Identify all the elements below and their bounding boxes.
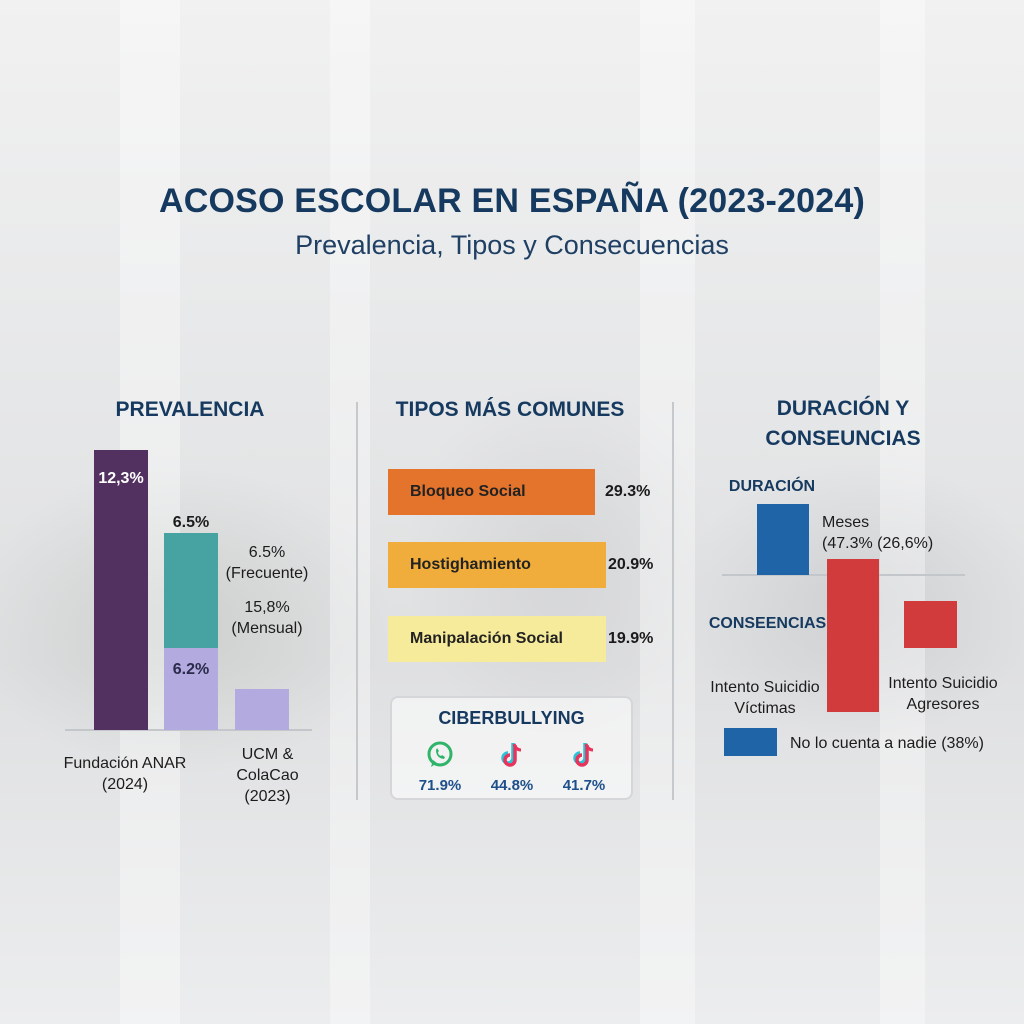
cyber-item-tiktok-2: 41.7% [554, 740, 614, 794]
bar-label-anar: 12,3% [98, 470, 144, 487]
cyberbullying-card: CIBERBULLYING 71.9% 44.8% 41.7% [390, 696, 633, 800]
source-ucm: UCM & ColaCao (2023) [236, 746, 299, 805]
tiktok-icon [501, 743, 522, 767]
whatsapp-icon [427, 741, 453, 767]
duration-label: DURACIÓN [728, 478, 816, 495]
cyberbullying-heading: CIBERBULLYING [438, 708, 585, 728]
prevalence-chart [65, 729, 312, 731]
consequences-label: CONSEENCIAS [708, 615, 827, 632]
bar-label-ucm-bottom: 6.2% [172, 661, 210, 678]
types-heading: TIPOS MÁS COMUNES [395, 398, 625, 421]
bar-label-ucm-top: 6.5% [172, 514, 210, 531]
section-divider [356, 402, 358, 800]
section-divider [672, 402, 674, 800]
bar-ucm-frequent [164, 533, 218, 648]
bar-suicide-aggressors [904, 601, 957, 648]
victims-label: Intento Suicidio Víctimas [710, 679, 820, 717]
legend-swatch [724, 728, 777, 756]
type-value-hostigamiento: 20.9% [608, 556, 654, 573]
bar-small [235, 689, 289, 730]
cyber-item-tiktok-1: 44.8% [482, 740, 542, 794]
annotation-frequent: 6.5% (Frecuente) [225, 544, 309, 582]
type-bar-bloqueo: Bloqueo Social [388, 469, 595, 515]
cyber-value-whatsapp: 71.9% [418, 777, 462, 794]
legend-text: No lo cuenta a nadie (38%) [790, 735, 984, 752]
type-bar-manipulacion: Manipalación Social [388, 616, 606, 662]
prevalence-heading: PREVALENCIA [115, 398, 265, 421]
bar-suicide-victims [827, 559, 879, 712]
tiktok-icon [573, 743, 594, 767]
annotation-monthly: 15,8% (Mensual) [231, 599, 303, 637]
type-bar-hostigamiento: Hostighamiento [388, 542, 606, 588]
cyber-item-whatsapp: 71.9% [410, 740, 470, 794]
cyber-value-tiktok-2: 41.7% [562, 777, 606, 794]
type-value-manipulacion: 19.9% [608, 630, 654, 647]
bar-duration [757, 504, 809, 575]
aggressors-label: Intento Suicidio Agresores [888, 675, 998, 713]
bar-ucm-monthly [164, 647, 218, 730]
meses-label: Meses (47.3% (26,6%) [822, 514, 934, 552]
page-subtitle: Prevalencia, Tipos y Consecuencias [295, 230, 729, 260]
cyber-value-tiktok-1: 44.8% [490, 777, 534, 794]
bar-anar [94, 450, 148, 730]
duration-heading: DURACIÓN Y CONSEUNCIAS [765, 397, 921, 450]
source-anar: Fundación ANAR (2024) [63, 755, 187, 793]
type-value-bloqueo: 29.3% [605, 483, 651, 500]
page-title: ACOSO ESCOLAR EN ESPAÑA (2023-2024) [158, 182, 866, 220]
